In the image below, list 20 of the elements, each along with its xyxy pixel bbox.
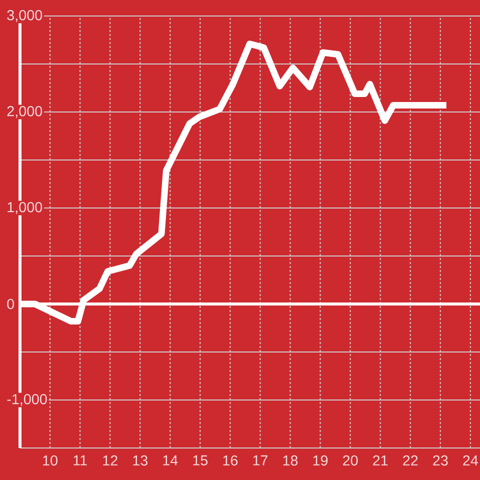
x-tick-label: 17 <box>253 455 268 466</box>
x-tick-label: 10 <box>43 455 58 466</box>
x-tick-label: 20 <box>343 455 358 466</box>
x-tick-label: 16 <box>223 455 238 466</box>
x-tick-label: 11 <box>74 455 87 466</box>
x-tick-label: 13 <box>133 455 148 466</box>
y-tick-label: 2,000 <box>7 106 42 118</box>
x-tick-label: 21 <box>373 455 388 466</box>
x-tick-label: 15 <box>193 455 208 466</box>
x-tick-label: 12 <box>103 455 118 466</box>
x-tick-label: 18 <box>283 455 298 466</box>
x-tick-label: 24 <box>463 455 478 466</box>
x-tick-label: 22 <box>403 455 418 466</box>
y-tick-label: 0 <box>7 298 14 310</box>
x-tick-label: 14 <box>163 455 178 466</box>
x-tick-label: 19 <box>313 455 328 466</box>
y-tick-label: -1,000 <box>7 394 47 406</box>
x-tick-label: 23 <box>433 455 448 466</box>
y-tick-label: 1,000 <box>8 202 42 214</box>
y-tick-label: 3,000 <box>7 10 42 22</box>
